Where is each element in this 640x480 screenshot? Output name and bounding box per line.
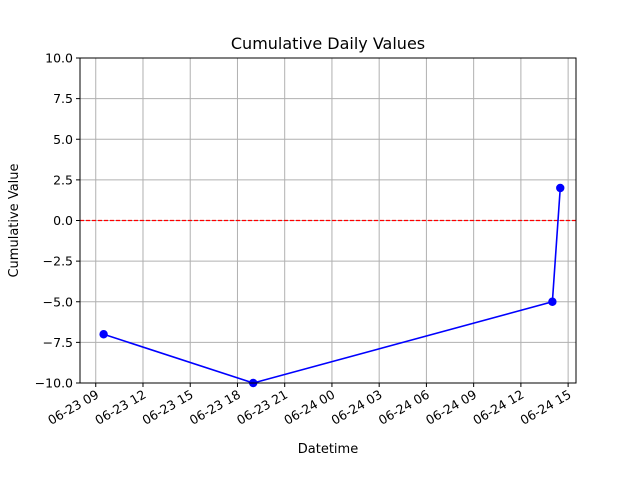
x-tick-label: 06-24 00: [281, 387, 337, 428]
data-point: [556, 183, 565, 193]
x-tick-label: 06-23 09: [45, 387, 101, 428]
y-tick-label: 2.5: [53, 172, 73, 187]
x-tick-label: 06-24 06: [376, 387, 432, 428]
x-tick-label: 06-24 03: [329, 387, 385, 428]
x-tick-label: 06-23 12: [92, 387, 148, 428]
y-tick-label: −2.5: [43, 254, 73, 269]
x-tick-label: 06-24 09: [423, 387, 479, 428]
y-tick-label: 10.0: [45, 51, 73, 66]
chart-title: Cumulative Daily Values: [231, 34, 425, 53]
y-tick-label: −10.0: [35, 376, 73, 391]
y-tick-label: 0.0: [53, 213, 73, 228]
y-tick-label: 7.5: [53, 91, 73, 106]
x-tick-label: 06-23 15: [140, 387, 196, 428]
y-axis-ticks: 10.0 7.5 5.0 2.5 0.0 −2.5 −5.0 −7.5 −10.0: [35, 51, 80, 391]
y-tick-label: −5.0: [43, 294, 73, 309]
x-tick-label: 06-23 18: [187, 387, 243, 428]
y-tick-label: −7.5: [43, 335, 73, 350]
data-point: [548, 297, 557, 306]
y-axis-label: Cumulative Value: [7, 163, 22, 277]
series-line: [103, 187, 562, 384]
x-tick-label: 06-24 15: [517, 387, 573, 428]
y-tick-label: 5.0: [53, 132, 73, 147]
x-axis-label: Datetime: [298, 442, 358, 457]
x-tick-label: 06-24 12: [470, 387, 526, 428]
data-point: [99, 330, 108, 339]
x-tick-label: 06-23 21: [234, 387, 290, 428]
